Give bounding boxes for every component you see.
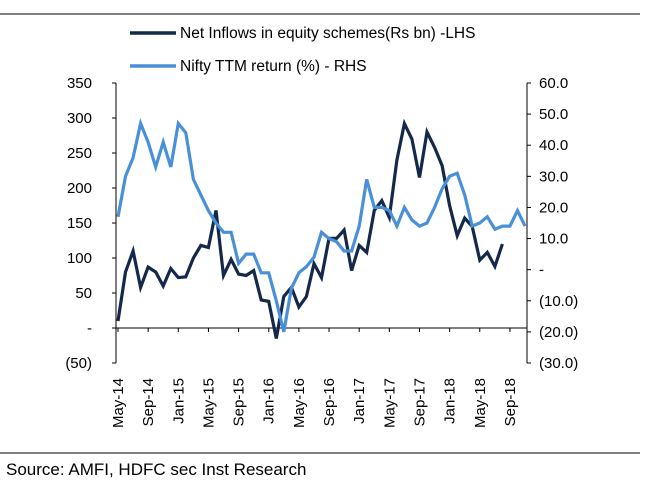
x-tick-label: Sep-16	[321, 378, 338, 426]
x-tick-label: Jan-18	[442, 378, 459, 424]
x-tick-label: Jan-15	[170, 378, 187, 424]
left-tick-label: 50	[75, 285, 92, 302]
right-tick-label: 30.0	[539, 168, 568, 185]
x-tick-label: Sep-15	[231, 378, 248, 426]
left-tick-label: 100	[67, 250, 92, 267]
right-tick-label: -	[539, 262, 544, 279]
left-tick-label: 150	[67, 215, 92, 232]
x-tick-label: Sep-14	[140, 378, 157, 426]
left-tick-label: 250	[67, 145, 92, 162]
x-tick-label: May-17	[381, 378, 398, 428]
left-tick-label: 350	[67, 75, 92, 92]
right-tick-label: 20.0	[539, 199, 568, 216]
right-tick-label: (30.0)	[539, 355, 578, 372]
plot-area: 350 300 250 200 150 100 50 - (50) 60.0 50.0 40.0 30.…	[65, 75, 578, 428]
legend: Net Inflows in equity schemes(Rs bn) -LH…	[130, 25, 475, 75]
right-tick-label: 10.0	[539, 231, 568, 248]
right-tick-label: 60.0	[539, 75, 568, 92]
right-tick-label: (20.0)	[539, 324, 578, 341]
right-tick-label: 50.0	[539, 106, 568, 123]
left-tick-label: (50)	[65, 355, 92, 372]
x-tick-label: May-16	[291, 378, 308, 428]
x-tick-label: May-14	[110, 378, 127, 428]
legend-label-nifty-return: Nifty TTM return (%) - RHS	[180, 58, 367, 75]
x-tick-label: Jan-16	[261, 378, 278, 424]
left-tick-label: 200	[67, 180, 92, 197]
source-note: Source: AMFI, HDFC sec Inst Research	[6, 460, 307, 479]
x-tick-label: Sep-17	[411, 378, 428, 426]
x-tick-label: May-18	[472, 378, 489, 428]
x-tick-label: May-15	[200, 378, 217, 428]
x-tick-label: Jan-17	[351, 378, 368, 424]
left-tick-label: 300	[67, 110, 92, 127]
legend-label-net-inflows: Net Inflows in equity schemes(Rs bn) -LH…	[180, 25, 475, 42]
right-tick-label: (10.0)	[539, 293, 578, 310]
right-tick-label: 40.0	[539, 137, 568, 154]
series-line-net-inflows	[116, 118, 504, 339]
left-tick-label: -	[87, 320, 92, 337]
series-line-nifty-return	[116, 117, 527, 333]
x-tick-label: Sep-18	[502, 378, 519, 426]
